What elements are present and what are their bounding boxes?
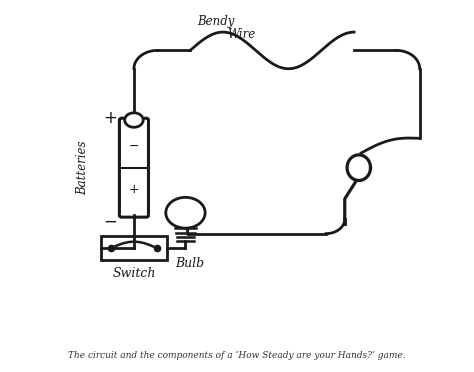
Circle shape — [166, 198, 205, 228]
Text: −: − — [104, 213, 118, 231]
Circle shape — [125, 113, 143, 127]
Text: Bulb: Bulb — [175, 257, 205, 270]
Text: Wire: Wire — [228, 28, 256, 41]
Text: Bendy: Bendy — [197, 15, 235, 28]
FancyBboxPatch shape — [119, 118, 148, 217]
Text: +: + — [128, 183, 139, 196]
Text: +: + — [104, 109, 118, 127]
Text: Switch: Switch — [112, 267, 155, 280]
Text: Batteries: Batteries — [76, 140, 89, 195]
Text: The circuit and the components of a ‘How Steady are your Hands?’ game.: The circuit and the components of a ‘How… — [68, 351, 406, 360]
Bar — [101, 236, 167, 260]
Text: −: − — [129, 140, 139, 153]
